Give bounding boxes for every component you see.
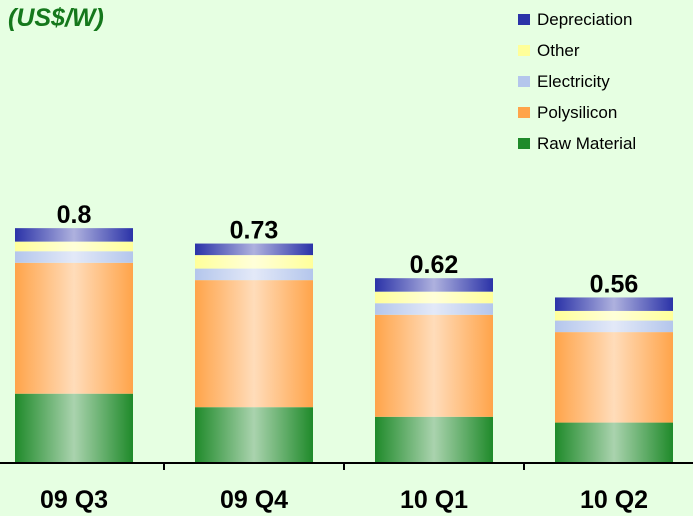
- bar-segment-polysilicon-10-q1: [375, 314, 493, 417]
- legend-swatch-depreciation: [518, 14, 530, 25]
- legend-swatch-electricity: [518, 76, 530, 87]
- bar-segment-depreciation-10-q2: [555, 297, 673, 311]
- bar-segment-other-10-q2: [555, 310, 673, 321]
- bar-segment-electricity-09-q3: [15, 251, 133, 263]
- bar-segment-depreciation-09-q4: [195, 243, 313, 256]
- bar-segment-raw-material-10-q1: [375, 416, 493, 463]
- bar-segment-electricity-09-q4: [195, 268, 313, 281]
- legend-swatch-polysilicon: [518, 107, 530, 118]
- bar-segment-raw-material-09-q3: [15, 393, 133, 463]
- total-label: 0.8: [57, 201, 92, 229]
- bar-segment-other-09-q4: [195, 255, 313, 269]
- category-label: 10 Q2: [580, 486, 648, 514]
- unit-label: (US$/W): [8, 4, 104, 32]
- bar-segment-other-10-q1: [375, 291, 493, 304]
- bar-segment-electricity-10-q2: [555, 320, 673, 333]
- bar-segment-raw-material-09-q4: [195, 407, 313, 463]
- legend-label-depreciation: Depreciation: [537, 9, 633, 29]
- bar-segment-electricity-10-q1: [375, 303, 493, 315]
- bar-segment-polysilicon-10-q2: [555, 332, 673, 423]
- bar-segment-raw-material-10-q2: [555, 422, 673, 463]
- legend-swatch-other: [518, 45, 530, 56]
- bar-segment-other-09-q3: [15, 241, 133, 252]
- legend-item-electricity: Electricity: [518, 66, 636, 97]
- legend-item-raw-material: Raw Material: [518, 128, 636, 159]
- legend-item-other: Other: [518, 35, 636, 66]
- bar-segment-depreciation-09-q3: [15, 228, 133, 242]
- legend-swatch-raw-material: [518, 138, 530, 149]
- category-label: 10 Q1: [400, 486, 468, 514]
- bar-segment-polysilicon-09-q4: [195, 280, 313, 408]
- legend-label-raw-material: Raw Material: [537, 133, 637, 153]
- legend-label-electricity: Electricity: [537, 71, 610, 91]
- total-label: 0.62: [410, 251, 459, 279]
- bar-segment-depreciation-10-q1: [375, 278, 493, 292]
- total-label: 0.73: [230, 217, 279, 245]
- category-label: 09 Q3: [40, 486, 108, 514]
- legend-label-other: Other: [537, 40, 580, 60]
- total-label: 0.56: [590, 270, 639, 298]
- bar-segment-polysilicon-09-q3: [15, 262, 133, 394]
- legend-item-depreciation: Depreciation: [518, 4, 636, 35]
- category-label: 09 Q4: [220, 486, 288, 514]
- legend-item-polysilicon: Polysilicon: [518, 97, 636, 128]
- legend: Depreciation Other Electricity Polysilic…: [518, 4, 636, 159]
- legend-label-polysilicon: Polysilicon: [537, 102, 618, 122]
